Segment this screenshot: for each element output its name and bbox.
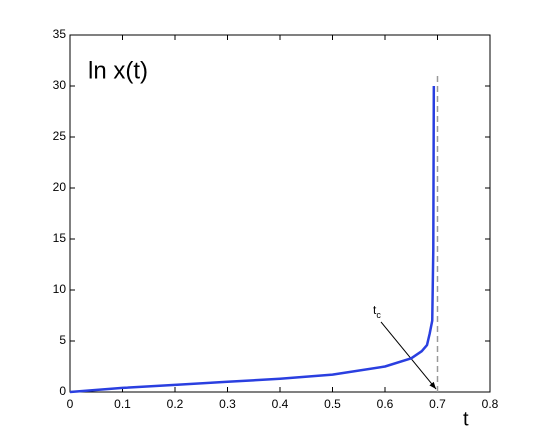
y-tick-label: 35	[53, 27, 67, 41]
y-label: ln x(t)	[88, 57, 148, 84]
x-tick-label: 0.2	[167, 397, 184, 411]
y-tick-label: 25	[53, 129, 67, 143]
y-tick-label: 15	[53, 231, 67, 245]
y-tick-label: 5	[59, 333, 66, 347]
x-tick-label: 0	[67, 397, 74, 411]
x-tick-label: 0.7	[429, 397, 446, 411]
annotation-arrow	[380, 321, 437, 390]
x-label: t	[463, 408, 469, 430]
annotation-subscript: c	[376, 310, 381, 320]
x-tick-label: 0.8	[482, 397, 499, 411]
annotation-text: t	[373, 303, 377, 317]
annotation: tc	[373, 303, 381, 320]
y-tick-label: 20	[53, 180, 67, 194]
y-tick-label: 30	[53, 78, 67, 92]
y-tick-label: 0	[59, 384, 66, 398]
x-tick-label: 0.5	[324, 397, 341, 411]
data-line	[69, 85, 436, 394]
x-tick-label: 0.1	[114, 397, 131, 411]
y-tick-label: 10	[53, 282, 67, 296]
plot-frame	[69, 34, 491, 393]
x-tick-label: 0.4	[272, 397, 289, 411]
x-tick-label: 0.6	[377, 397, 394, 411]
x-tick-label: 0.3	[219, 397, 236, 411]
